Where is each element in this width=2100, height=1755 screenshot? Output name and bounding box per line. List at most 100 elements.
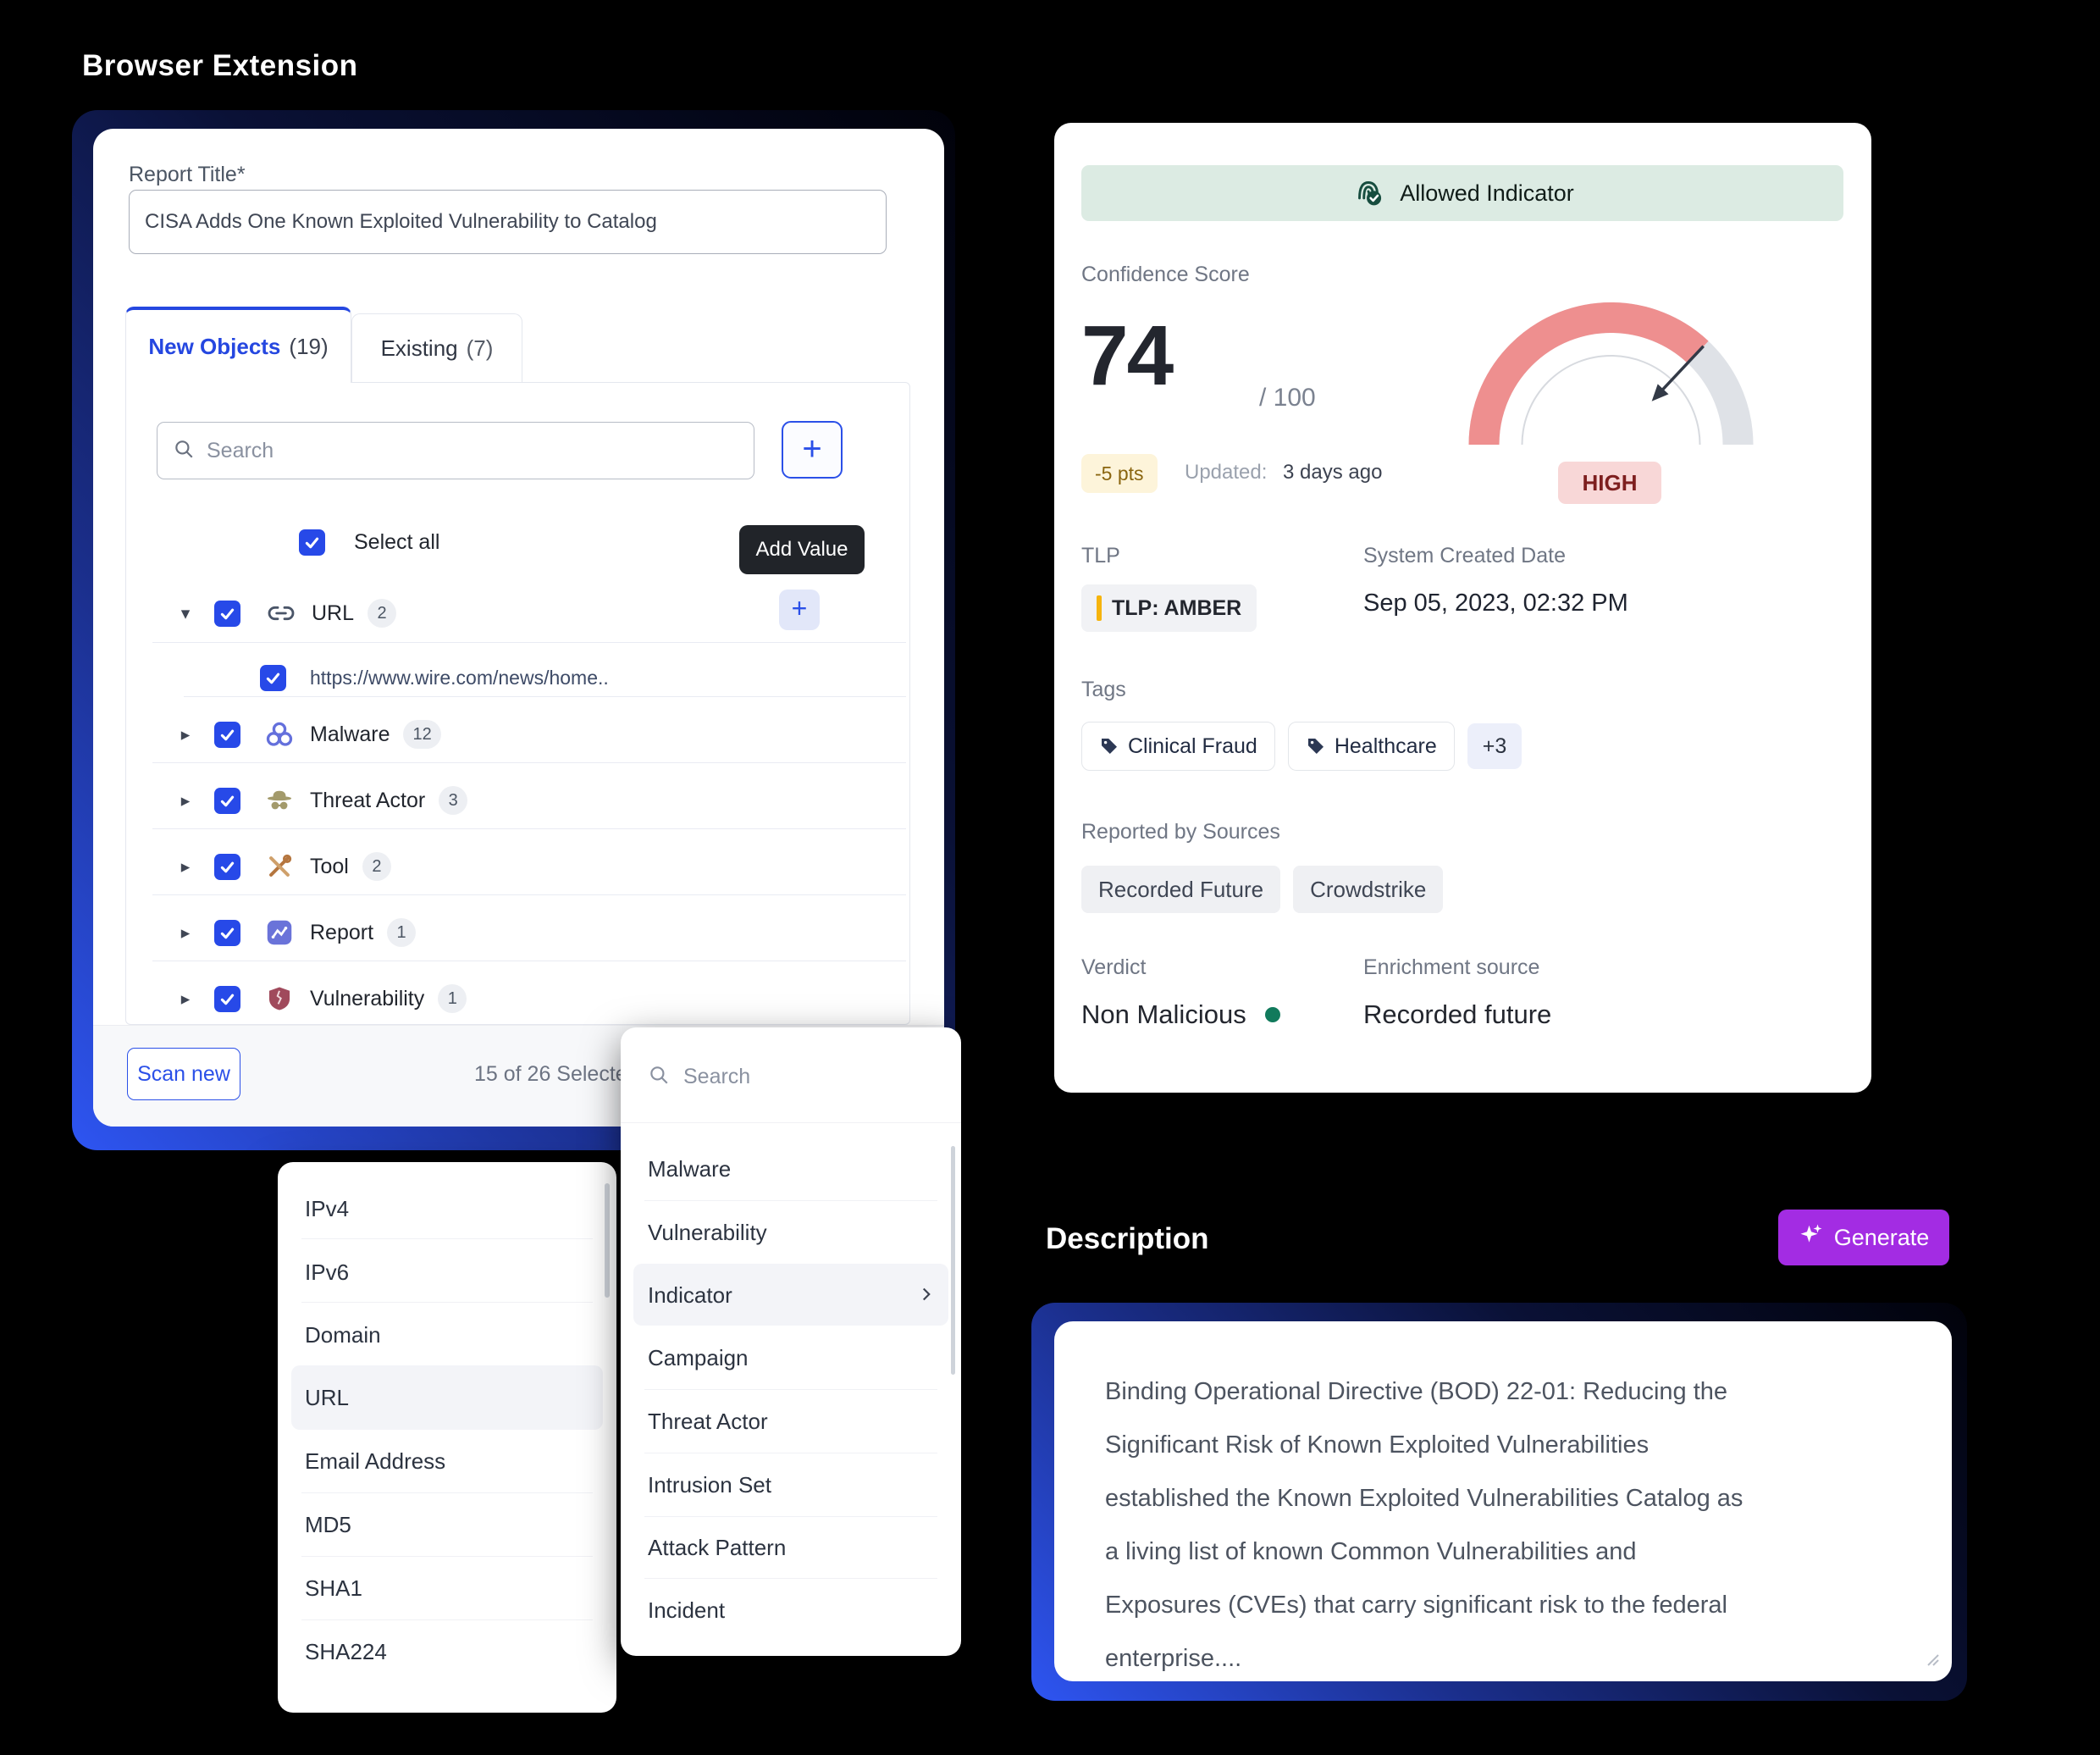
scan-new-button[interactable]: Scan new — [127, 1048, 240, 1100]
menu-item-malware[interactable]: Malware — [648, 1156, 732, 1182]
expand-caret-icon[interactable]: ▸ — [180, 988, 191, 1009]
tag-pill[interactable]: Healthcare — [1287, 722, 1455, 771]
menu-item-md5[interactable]: MD5 — [305, 1512, 351, 1537]
source-pill: Recorded Future — [1081, 866, 1281, 913]
tag-pill[interactable]: Clinical Fraud — [1081, 722, 1275, 771]
threat-actor-checkbox[interactable] — [214, 787, 240, 814]
tlp-amber-bar — [1097, 595, 1102, 621]
tab-new-objects[interactable]: New Objects (19) — [125, 307, 351, 383]
scrollbar[interactable] — [951, 1146, 955, 1375]
url-checkbox[interactable] — [214, 600, 240, 627]
enrichment-label: Enrichment source — [1363, 955, 1540, 979]
menu-item-email-address[interactable]: Email Address — [305, 1448, 446, 1474]
resize-handle[interactable] — [1921, 1648, 1940, 1671]
updated-value: 3 days ago — [1283, 461, 1383, 484]
group-row-report: ▸ Report 1 — [174, 910, 417, 955]
expand-caret-icon[interactable]: ▸ — [180, 724, 191, 745]
created-date-label: System Created Date — [1363, 544, 1566, 567]
dropdown-search-input[interactable] — [683, 1064, 934, 1089]
banner-label: Allowed Indicator — [1400, 180, 1574, 206]
menu-item-url[interactable]: URL — [305, 1385, 350, 1410]
expand-caret-icon[interactable]: ▸ — [180, 922, 191, 943]
menu-item-vulnerability[interactable]: Vulnerability — [648, 1220, 767, 1245]
biohazard-icon — [264, 719, 295, 750]
page-title: Browser Extension — [82, 49, 358, 82]
chevron-right-icon — [915, 1283, 937, 1309]
extension-panel: Report Title* New Objects (19) Existing … — [93, 129, 944, 1127]
url-child-checkbox[interactable] — [260, 664, 286, 691]
description-text[interactable]: Binding Operational Directive (BOD) 22-0… — [1105, 1378, 1744, 1672]
search-icon — [173, 438, 195, 464]
select-all-label: Select all — [354, 529, 440, 554]
confidence-score-value: 74 — [1081, 308, 1174, 403]
divider — [152, 642, 906, 643]
divider — [644, 1516, 937, 1517]
confidence-score-max: / 100 — [1259, 384, 1316, 412]
gauge-needle — [1651, 345, 1705, 401]
objects-search[interactable] — [157, 422, 754, 479]
tag-icon — [1307, 739, 1324, 754]
search-input[interactable] — [207, 438, 738, 463]
menu-item-sha1[interactable]: SHA1 — [305, 1575, 362, 1601]
url-value-link[interactable]: https://www.wire.com/news/home.. — [310, 666, 609, 689]
select-all-checkbox[interactable] — [299, 529, 325, 556]
divider — [152, 762, 906, 763]
spy-icon — [264, 785, 295, 816]
menu-item-indicator[interactable]: Indicator — [648, 1282, 732, 1308]
menu-item-sha224[interactable]: SHA224 — [305, 1639, 387, 1664]
divider — [301, 1619, 593, 1620]
link-icon — [266, 598, 296, 628]
menu-item-domain[interactable]: Domain — [305, 1322, 381, 1348]
tlp-label: TLP — [1081, 544, 1120, 567]
vulnerability-checkbox[interactable] — [214, 985, 240, 1012]
allowed-indicator-banner: Allowed Indicator — [1081, 165, 1843, 221]
confidence-level-badge: HIGH — [1558, 462, 1661, 504]
divider — [644, 1200, 937, 1201]
divider — [301, 1238, 593, 1239]
menu-item-ipv6[interactable]: IPv6 — [305, 1260, 350, 1285]
tool-checkbox[interactable] — [214, 853, 240, 880]
divider — [152, 894, 906, 895]
tags-more-badge[interactable]: +3 — [1467, 723, 1522, 769]
scrollbar[interactable] — [605, 1183, 610, 1298]
group-count-badge: 1 — [387, 918, 417, 947]
malware-checkbox[interactable] — [214, 721, 240, 748]
group-row-threat-actor: ▸ Threat Actor 3 — [174, 778, 468, 823]
tags-row: Clinical Fraud Healthcare +3 — [1081, 722, 1522, 771]
menu-item-threat-actor[interactable]: Threat Actor — [648, 1409, 768, 1434]
tab-existing[interactable]: Existing (7) — [351, 313, 522, 383]
divider — [152, 828, 906, 829]
menu-item-campaign[interactable]: Campaign — [648, 1345, 749, 1370]
add-object-button[interactable]: + — [782, 421, 843, 479]
report-checkbox[interactable] — [214, 919, 240, 946]
dropdown-search[interactable] — [648, 1053, 934, 1100]
report-title-input[interactable] — [129, 190, 887, 254]
verdict-value: Non Malicious — [1081, 999, 1280, 1030]
tags-label: Tags — [1081, 678, 1126, 701]
group-label: Vulnerability — [310, 986, 425, 1010]
divider — [644, 1389, 937, 1390]
generate-button[interactable]: Generate — [1778, 1210, 1949, 1265]
source-pill: Crowdstrike — [1293, 866, 1444, 913]
divider — [301, 1302, 593, 1303]
menu-item-ipv4[interactable]: IPv4 — [305, 1196, 350, 1221]
menu-item-intrusion-set[interactable]: Intrusion Set — [648, 1472, 771, 1498]
report-title-label: Report Title* — [129, 163, 246, 186]
created-date-value: Sep 05, 2023, 02:32 PM — [1363, 590, 1628, 617]
collapse-caret-icon[interactable]: ▾ — [180, 603, 191, 623]
expand-caret-icon[interactable]: ▸ — [180, 790, 191, 811]
confidence-score-label: Confidence Score — [1081, 263, 1250, 286]
expand-caret-icon[interactable]: ▸ — [180, 856, 191, 877]
group-count-badge: 3 — [439, 786, 468, 815]
menu-item-incident[interactable]: Incident — [648, 1597, 726, 1623]
updated-label: Updated: — [1185, 461, 1268, 484]
url-child-row: https://www.wire.com/news/home.. — [260, 656, 609, 700]
objects-list-container — [125, 382, 910, 1025]
group-label: Malware — [310, 722, 390, 746]
menu-item-attack-pattern[interactable]: Attack Pattern — [648, 1535, 787, 1560]
menu-highlight — [633, 1264, 948, 1326]
indicator-details-panel: Allowed Indicator Confidence Score 74 / … — [1054, 123, 1871, 1093]
search-icon — [648, 1064, 670, 1090]
add-value-button[interactable]: + — [779, 590, 820, 630]
